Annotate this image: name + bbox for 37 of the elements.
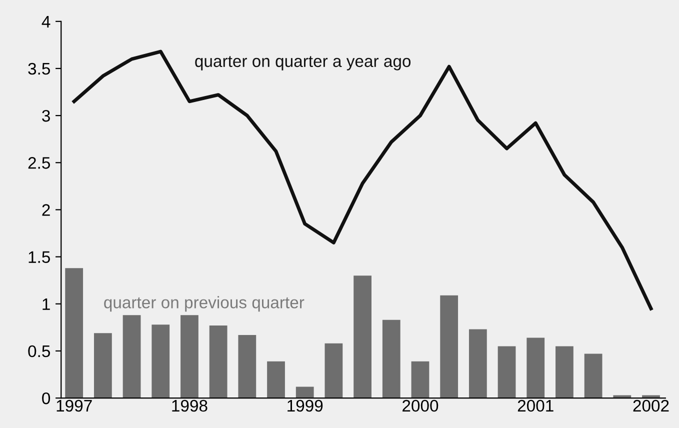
bar [354, 276, 372, 398]
bar [526, 338, 545, 398]
x-tick-label: 2001 [518, 400, 554, 412]
y-tick-label: 2.5 [28, 157, 50, 169]
y-tick-label: 1 [42, 298, 50, 310]
bar [94, 333, 112, 398]
x-tick-label: 1998 [172, 400, 208, 412]
y-tick-label: 3.5 [28, 62, 50, 75]
y-tick-label: 2 [42, 204, 50, 216]
bar [584, 354, 602, 398]
bar [324, 343, 343, 398]
x-tick-label: 1999 [288, 400, 323, 412]
series-label: quarter on previous quarter [104, 296, 304, 312]
bar [411, 361, 430, 398]
bar [468, 329, 487, 398]
bar [238, 334, 256, 398]
bar [556, 346, 574, 398]
bar [382, 320, 400, 398]
x-tick-label: 2000 [402, 400, 438, 412]
bar [65, 268, 84, 398]
y-tick-label: 0.5 [28, 345, 50, 358]
y-tick-label: 0 [42, 392, 50, 404]
x-tick-label: 2002 [633, 400, 669, 412]
bar [180, 315, 198, 398]
bar [267, 361, 285, 398]
bar [296, 386, 314, 398]
line-series [72, 50, 653, 310]
y-tick-label: 4 [42, 16, 50, 28]
series-label: quarter on quarter a year ago [195, 56, 411, 70]
bar [209, 326, 228, 398]
x-tick-label: 1997 [56, 400, 92, 412]
y-tick-label: 3 [42, 110, 50, 122]
bar [498, 346, 516, 398]
y-tick-label: 1.5 [28, 251, 50, 264]
bar [152, 324, 170, 398]
bar [122, 315, 141, 398]
bar [440, 295, 458, 398]
